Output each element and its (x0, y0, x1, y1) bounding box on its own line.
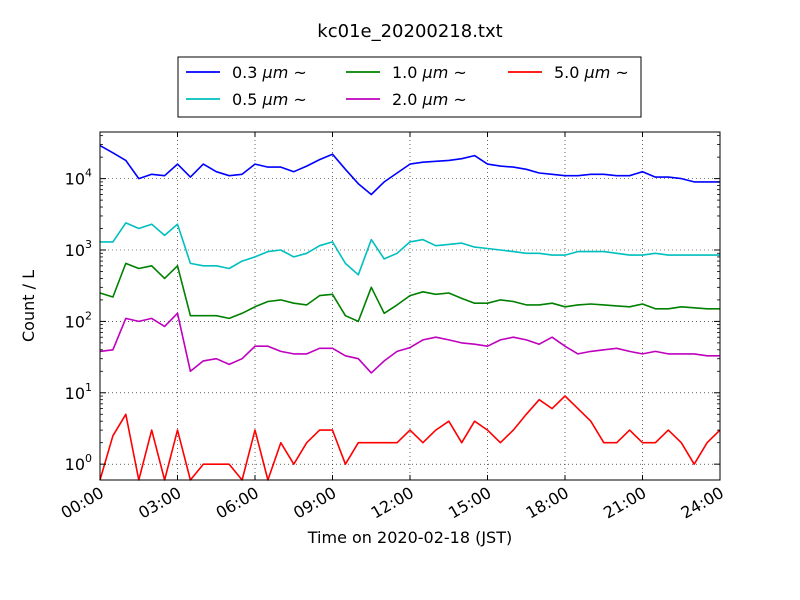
series-line-1_0um (99, 262, 720, 323)
legend-label: 5.0 μm ~ (554, 63, 629, 82)
chart-title: kc01e_20200218.txt (317, 21, 502, 42)
legend: 0.3 μm ~ 0.5 μm ~ 1.0 μm ~ 2.0 μm ~ 5.0 μm ~ (177, 56, 642, 118)
legend-label: 2.0 μm ~ (392, 90, 467, 109)
legend-label: 1.0 μm ~ (392, 63, 467, 82)
legend-label: 0.3 μm ~ (232, 63, 307, 82)
plot-area (99, 131, 721, 481)
series-layer (99, 144, 721, 481)
legend-entry-5_0um: 5.0 μm ~ (508, 63, 629, 82)
series-line-0_5um (100, 222, 720, 276)
x-axis-label: Time on 2020-02-18 (JST) (307, 528, 512, 547)
y-axis-tick-labels: 100 101 102 103 104 (65, 167, 92, 475)
legend-entries: 0.3 μm ~ 0.5 μm ~ 1.0 μm ~ 2.0 μm ~ 5.0 μm ~ (186, 63, 629, 109)
grid-lines (100, 132, 720, 480)
legend-entry-1_0um: 1.0 μm ~ (346, 63, 467, 82)
legend-entry-0_3um: 0.3 μm ~ (186, 63, 307, 82)
legend-entry-0_5um: 0.5 μm ~ (186, 90, 307, 109)
series-line-0_3um (99, 144, 720, 196)
y-tick-label: 101 (65, 381, 92, 403)
y-tick-label: 102 (65, 309, 92, 331)
y-tick-label: 103 (65, 238, 92, 260)
y-axis-label: Count / L (19, 270, 38, 342)
y-tick-label: 104 (65, 167, 92, 189)
series-line-5_0um (99, 395, 721, 481)
legend-box (177, 56, 642, 118)
y-tick-label: 100 (65, 452, 92, 474)
series-line-2_0um (99, 312, 720, 374)
legend-label: 0.5 μm ~ (232, 90, 307, 109)
axis-ticks (99, 132, 721, 480)
legend-entry-2_0um: 2.0 μm ~ (346, 90, 467, 109)
